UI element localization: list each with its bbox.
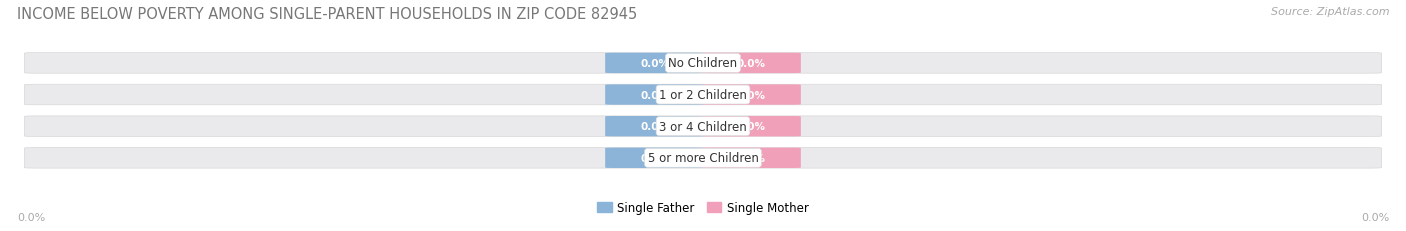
FancyBboxPatch shape	[702, 54, 801, 74]
Text: 1 or 2 Children: 1 or 2 Children	[659, 89, 747, 102]
FancyBboxPatch shape	[605, 54, 704, 74]
FancyBboxPatch shape	[605, 116, 704, 137]
Text: Source: ZipAtlas.com: Source: ZipAtlas.com	[1271, 7, 1389, 17]
Text: No Children: No Children	[668, 57, 738, 70]
FancyBboxPatch shape	[605, 85, 704, 105]
Text: 0.0%: 0.0%	[640, 90, 669, 100]
Legend: Single Father, Single Mother: Single Father, Single Mother	[593, 196, 813, 219]
Text: 0.0%: 0.0%	[737, 153, 766, 163]
FancyBboxPatch shape	[24, 85, 1382, 105]
Text: 0.0%: 0.0%	[737, 59, 766, 69]
Text: 0.0%: 0.0%	[640, 153, 669, 163]
Text: 0.0%: 0.0%	[737, 90, 766, 100]
FancyBboxPatch shape	[605, 148, 704, 168]
Text: INCOME BELOW POVERTY AMONG SINGLE-PARENT HOUSEHOLDS IN ZIP CODE 82945: INCOME BELOW POVERTY AMONG SINGLE-PARENT…	[17, 7, 637, 22]
Text: 0.0%: 0.0%	[17, 212, 45, 222]
FancyBboxPatch shape	[702, 116, 801, 137]
FancyBboxPatch shape	[24, 116, 1382, 137]
FancyBboxPatch shape	[24, 148, 1382, 168]
Text: 0.0%: 0.0%	[737, 122, 766, 132]
Text: 5 or more Children: 5 or more Children	[648, 152, 758, 165]
Text: 0.0%: 0.0%	[640, 59, 669, 69]
Text: 3 or 4 Children: 3 or 4 Children	[659, 120, 747, 133]
FancyBboxPatch shape	[702, 85, 801, 105]
Text: 0.0%: 0.0%	[640, 122, 669, 132]
FancyBboxPatch shape	[702, 148, 801, 168]
FancyBboxPatch shape	[24, 53, 1382, 74]
Text: 0.0%: 0.0%	[1361, 212, 1389, 222]
